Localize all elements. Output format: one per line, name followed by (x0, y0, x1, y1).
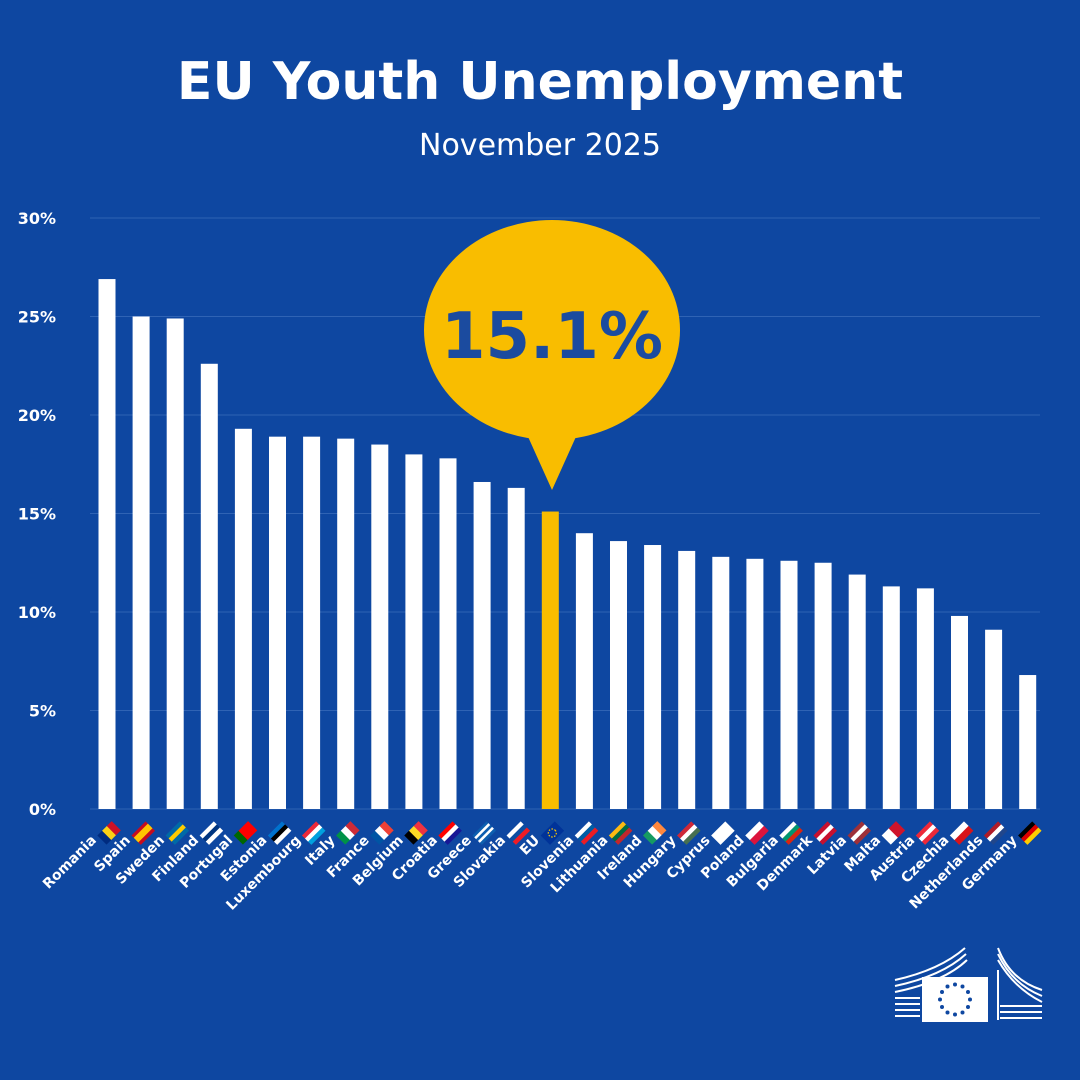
bar-netherlands (985, 629, 1003, 809)
bar-hungary (678, 550, 696, 809)
bar-romania (98, 279, 116, 809)
bar-slovenia (575, 533, 593, 809)
bar-cyprus (712, 556, 730, 809)
star-icon (938, 997, 942, 1002)
y-tick-label: 0% (29, 800, 56, 819)
star-icon (940, 990, 945, 994)
star-icon (945, 1010, 950, 1015)
star-icon (965, 990, 970, 994)
highlight-callout: 15.1% (424, 220, 680, 490)
flag-ireland-icon (642, 821, 667, 845)
star-icon (940, 1005, 945, 1009)
bar-austria (916, 588, 934, 809)
flag-finland-icon (199, 821, 224, 845)
star-icon (960, 984, 965, 989)
flag-eu-icon (540, 821, 565, 845)
european-commission-logo (894, 947, 1043, 1022)
flag-latvia-icon (847, 821, 872, 845)
y-tick-label: 25% (18, 308, 56, 327)
x-tick-label: Romania (40, 833, 100, 893)
bar-lithuania (610, 541, 627, 809)
y-tick-label: 20% (18, 406, 56, 425)
bar-germany (1019, 675, 1037, 809)
bar-poland (746, 558, 764, 809)
star-icon (960, 1010, 965, 1015)
star-icon (965, 1005, 970, 1009)
flag-germany-icon (1018, 821, 1042, 845)
flag-bulgaria-icon (779, 821, 803, 845)
flag-denmark-icon (813, 821, 837, 845)
flag-greece-icon (472, 821, 496, 845)
bar-bulgaria (780, 560, 798, 809)
bar-france (371, 444, 389, 809)
flag-czechia-icon (949, 821, 974, 845)
flag-malta-icon (881, 821, 906, 845)
y-tick-label: 10% (18, 603, 56, 622)
bar-czechia (951, 615, 968, 809)
flag-netherlands-icon (983, 821, 1008, 845)
bar-italy (337, 438, 355, 809)
chart-title: EU Youth Unemployment (176, 52, 904, 112)
flag-romania-icon (97, 821, 121, 845)
bar-estonia (269, 436, 286, 809)
flag-slovakia-icon (506, 821, 531, 845)
flag-spain-icon (131, 821, 155, 845)
bar-spain (132, 316, 150, 809)
bar-portugal (234, 428, 252, 809)
callout-value: 15.1% (441, 300, 663, 374)
bar-ireland (644, 545, 662, 809)
bar-luxembourg (303, 436, 321, 809)
y-tick-label: 30% (18, 209, 56, 228)
bar-sweden (166, 318, 184, 809)
flag-poland-icon (745, 821, 769, 845)
flag-portugal-icon (233, 821, 258, 845)
flag-croatia-icon (438, 821, 462, 845)
bar-greece (473, 481, 491, 809)
flag-slovenia-icon (574, 821, 599, 845)
bar-eu (541, 511, 559, 809)
chart-subtitle: November 2025 (419, 128, 661, 163)
flag-belgium-icon (404, 821, 428, 845)
bar-croatia (439, 458, 457, 809)
flag-luxembourg-icon (301, 821, 326, 845)
star-icon (945, 984, 950, 989)
star-icon (968, 997, 972, 1002)
star-icon (953, 1012, 957, 1017)
y-tick-label: 15% (18, 505, 56, 524)
flag-cyprus-icon (711, 821, 735, 845)
flag-france-icon (370, 821, 394, 845)
flag-hungary-icon (677, 821, 701, 845)
bar-denmark (814, 562, 832, 809)
flag-sweden-icon (165, 821, 190, 845)
flag-italy-icon (336, 821, 360, 845)
flag-estonia-icon (267, 821, 292, 845)
flag-lithuania-icon (608, 821, 633, 845)
bar-malta (882, 586, 900, 809)
bar-belgium (405, 454, 423, 809)
bar-latvia (848, 574, 866, 809)
bar-finland (200, 363, 218, 809)
flag-austria-icon (915, 821, 940, 845)
y-tick-label: 5% (29, 702, 56, 721)
bar-slovakia (507, 487, 525, 809)
star-icon (953, 982, 957, 987)
